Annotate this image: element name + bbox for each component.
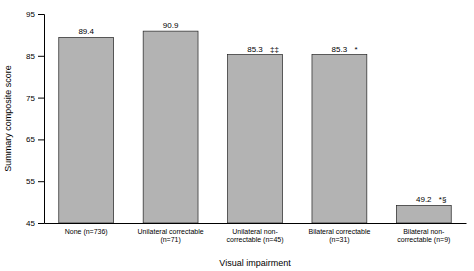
- x-tick-label-line: Unilateral non-: [232, 228, 278, 235]
- data-labels: 89.4 90.9 85.3 ‡‡ 85.3 * 49.2 *§: [78, 21, 446, 204]
- y-tick-mark: [38, 181, 44, 182]
- plot: 45 55 65 75 85 95 None (n=736) Unilateral corre…: [26, 10, 466, 244]
- y-axis-title: Summary composite score: [3, 65, 13, 172]
- data-label: 85.3: [332, 45, 348, 54]
- x-tick-label-line: (n=71): [160, 236, 180, 244]
- y-tick-label: 55: [26, 177, 35, 186]
- y-axis: 45 55 65 75 85 95: [26, 10, 44, 228]
- data-label: 90.9: [163, 21, 179, 30]
- x-tick: Bilateral non-correctable (n=9): [397, 228, 450, 244]
- x-axis-title: Visual impairment: [219, 258, 291, 268]
- x-tick-label-line: (n=31): [329, 236, 349, 244]
- y-tick: 55: [26, 177, 44, 186]
- x-tick-label-line: Unilateral correctable: [138, 228, 204, 235]
- bar: [143, 31, 198, 223]
- y-tick-label: 65: [26, 135, 35, 144]
- x-tick: Unilateral correctable(n=71): [138, 228, 204, 244]
- x-tick-label-line: None (n=736): [65, 228, 108, 236]
- x-tick-label: Bilateral correctable(n=31): [308, 228, 370, 244]
- bar: [312, 55, 367, 223]
- x-tick-label-line: correctable (n=9): [397, 236, 450, 244]
- x-tick-label: Unilateral non-correctable (n=45): [226, 228, 283, 244]
- x-tick: Bilateral correctable(n=31): [308, 228, 370, 244]
- bar: [396, 205, 451, 223]
- data-label: 49.2: [416, 195, 432, 204]
- annotation: *: [354, 45, 357, 54]
- bars: [59, 31, 451, 223]
- data-label: 85.3: [247, 45, 263, 54]
- y-tick-label: 95: [26, 10, 35, 19]
- y-tick: 75: [26, 94, 44, 103]
- x-tick-label-line: Bilateral non-: [403, 228, 445, 235]
- y-tick: 45: [26, 219, 44, 228]
- y-tick-label: 85: [26, 52, 35, 61]
- x-tick-label: Bilateral non-correctable (n=9): [397, 228, 450, 244]
- x-tick-label-line: correctable (n=45): [226, 236, 283, 244]
- x-axis: None (n=736) Unilateral correctable(n=71)…: [45, 224, 467, 245]
- y-tick: 95: [26, 10, 44, 19]
- y-tick-label: 45: [26, 219, 35, 228]
- data-label: 89.4: [78, 27, 94, 36]
- y-tick-mark: [38, 56, 44, 57]
- x-tick: Unilateral non-correctable (n=45): [226, 228, 283, 244]
- y-tick: 85: [26, 52, 44, 61]
- y-tick-mark: [38, 139, 44, 140]
- annotation: *§: [439, 195, 447, 204]
- y-tick-label: 75: [26, 94, 35, 103]
- annotation: ‡‡: [270, 45, 279, 54]
- chart: 45 55 65 75 85 95 None (n=736) Unilateral corre…: [0, 0, 474, 271]
- x-tick-label: Unilateral correctable(n=71): [138, 228, 204, 244]
- bar: [59, 37, 114, 223]
- y-tick-mark: [38, 14, 44, 15]
- y-tick-mark: [38, 223, 44, 224]
- bar: [228, 55, 283, 223]
- x-tick-label: None (n=736): [65, 228, 108, 236]
- y-tick: 65: [26, 135, 44, 144]
- x-tick-label-line: Bilateral correctable: [308, 228, 370, 235]
- y-tick-mark: [38, 98, 44, 99]
- x-axis-line: [45, 223, 467, 224]
- y-axis-line: [38, 15, 45, 224]
- x-tick: None (n=736): [65, 228, 108, 236]
